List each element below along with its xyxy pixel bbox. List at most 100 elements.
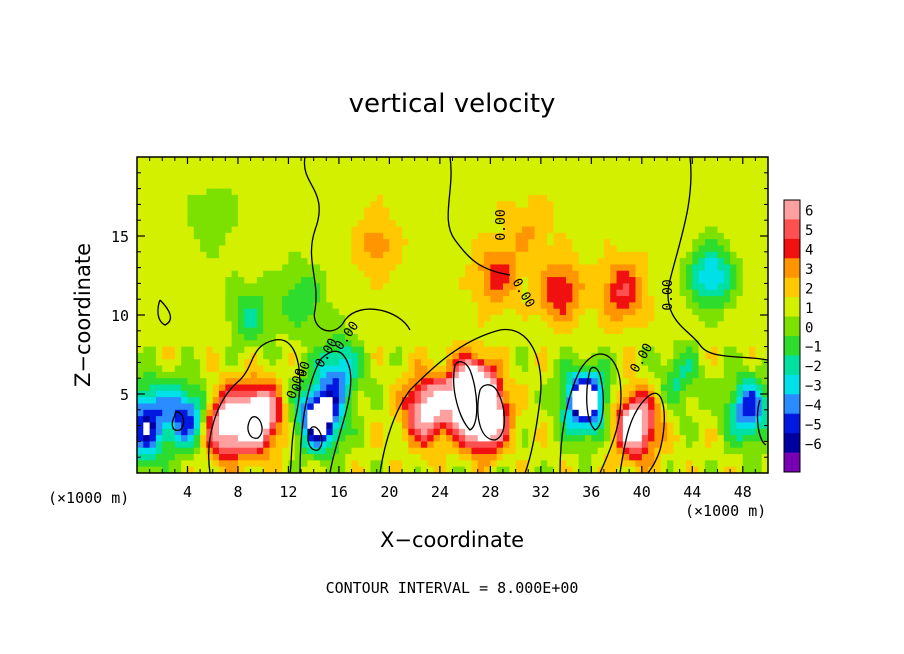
heatmap-cell xyxy=(402,289,409,297)
heatmap-cell xyxy=(591,207,599,215)
heatmap-cell xyxy=(168,296,176,303)
heatmap-cell xyxy=(597,384,605,392)
heatmap-cell xyxy=(212,157,220,164)
heatmap-cell xyxy=(591,213,599,221)
heatmap-cell xyxy=(383,188,390,196)
heatmap-cell xyxy=(685,435,693,442)
heatmap-cell xyxy=(149,226,157,234)
heatmap-cell xyxy=(616,169,624,177)
heatmap-cell xyxy=(193,371,201,379)
heatmap-cell xyxy=(742,232,750,240)
heatmap-cell xyxy=(420,460,428,468)
heatmap-cell xyxy=(717,296,725,303)
heatmap-cell xyxy=(338,169,346,177)
heatmap-cell xyxy=(761,416,769,423)
heatmap-cell xyxy=(660,333,668,341)
heatmap-cell xyxy=(301,264,308,272)
heatmap-cell xyxy=(458,371,466,379)
heatmap-cell xyxy=(465,220,472,228)
heatmap-cell xyxy=(603,277,611,284)
heatmap-cell xyxy=(521,454,529,461)
heatmap-cell xyxy=(471,226,479,234)
heatmap-cell xyxy=(484,371,491,379)
heatmap-cell xyxy=(490,346,498,354)
heatmap-cell xyxy=(578,163,586,171)
heatmap-cell xyxy=(540,340,548,348)
heatmap-cell xyxy=(673,289,681,297)
heatmap-cell xyxy=(578,435,586,442)
heatmap-cell xyxy=(761,384,769,392)
heatmap-cell xyxy=(357,409,365,417)
heatmap-cell xyxy=(250,315,258,322)
heatmap-cell xyxy=(174,397,182,404)
heatmap-cell xyxy=(629,207,636,215)
heatmap-cell xyxy=(591,226,599,234)
heatmap-cell xyxy=(383,321,390,329)
heatmap-cell xyxy=(319,346,327,354)
heatmap-cell xyxy=(149,359,157,367)
heatmap-cell xyxy=(206,340,214,348)
heatmap-cell xyxy=(704,409,712,417)
heatmap-cell xyxy=(477,321,485,329)
heatmap-cell xyxy=(641,277,649,284)
heatmap-cell xyxy=(572,365,580,373)
heatmap-cell xyxy=(301,302,308,310)
heatmap-cell xyxy=(559,232,567,240)
heatmap-cell xyxy=(395,327,403,335)
heatmap-cell xyxy=(610,308,618,316)
heatmap-cell xyxy=(326,466,334,474)
heatmap-cell xyxy=(540,258,548,265)
heatmap-cell xyxy=(383,296,390,303)
heatmap-cell xyxy=(332,239,340,246)
heatmap-cell xyxy=(515,163,523,171)
heatmap-cell xyxy=(521,447,529,455)
heatmap-cell xyxy=(572,403,580,411)
heatmap-cell xyxy=(585,422,592,430)
heatmap-cell xyxy=(446,422,453,430)
heatmap-cell xyxy=(723,302,731,310)
heatmap-cell xyxy=(181,220,188,228)
heatmap-cell xyxy=(509,460,517,468)
heatmap-cell xyxy=(597,289,605,297)
heatmap-cell xyxy=(294,365,302,373)
heatmap-cell xyxy=(635,447,643,455)
heatmap-cell xyxy=(755,194,763,202)
heatmap-cell xyxy=(332,447,340,455)
heatmap-cell xyxy=(193,333,201,341)
heatmap-cell xyxy=(692,333,700,341)
heatmap-cell xyxy=(155,220,163,228)
heatmap-cell xyxy=(723,283,731,291)
heatmap-cell xyxy=(490,321,498,329)
heatmap-cell xyxy=(692,327,700,335)
heatmap-cell xyxy=(187,264,195,272)
heatmap-cell xyxy=(648,194,655,202)
heatmap-cell xyxy=(679,245,687,253)
heatmap-cell xyxy=(559,283,567,291)
heatmap-cell xyxy=(408,302,416,310)
heatmap-cell xyxy=(155,169,163,177)
heatmap-cell xyxy=(338,232,346,240)
heatmap-cell xyxy=(452,422,460,430)
heatmap-cell xyxy=(143,251,151,259)
heatmap-cell xyxy=(338,226,346,234)
heatmap-cell xyxy=(174,327,182,335)
heatmap-cell xyxy=(187,359,195,367)
heatmap-cell xyxy=(439,403,447,411)
heatmap-cell xyxy=(730,378,737,386)
heatmap-cell xyxy=(338,346,346,354)
heatmap-cell xyxy=(149,308,157,316)
heatmap-cell xyxy=(528,213,536,221)
heatmap-cell xyxy=(521,270,529,278)
heatmap-cell xyxy=(313,239,321,246)
heatmap-cell xyxy=(237,447,245,455)
heatmap-cell xyxy=(742,371,750,379)
heatmap-cell xyxy=(282,258,289,265)
heatmap-cell xyxy=(389,201,397,209)
heatmap-cell xyxy=(332,245,340,253)
heatmap-cell xyxy=(490,302,498,310)
heatmap-cell xyxy=(357,447,365,455)
heatmap-cell xyxy=(237,194,245,202)
heatmap-cell xyxy=(395,226,403,234)
heatmap-cell xyxy=(591,441,599,449)
heatmap-cell xyxy=(534,441,542,449)
